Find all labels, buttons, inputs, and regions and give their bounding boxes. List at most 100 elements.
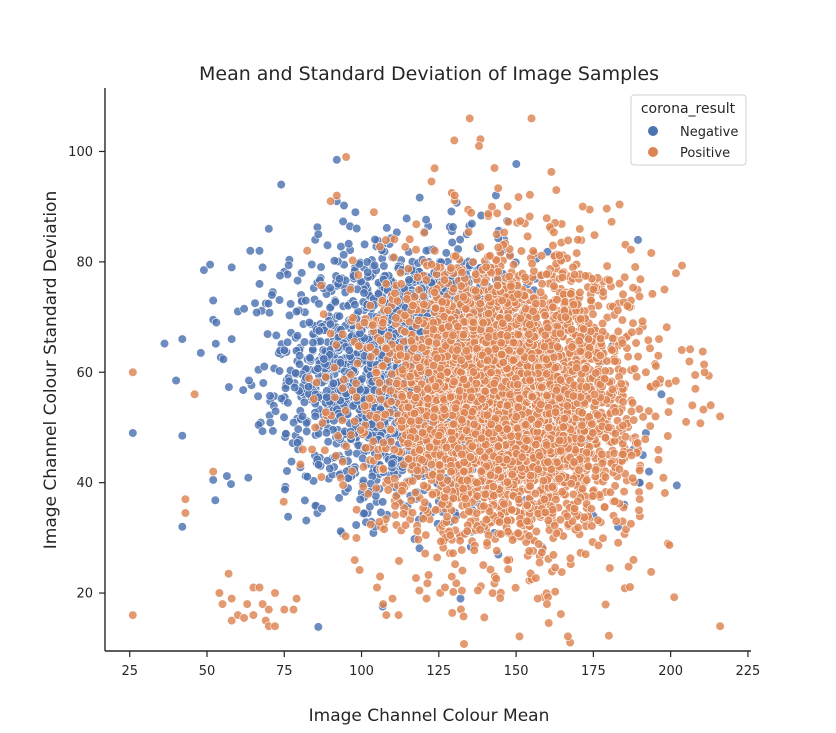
data-point-negative [323,437,333,447]
data-point-positive [623,352,633,362]
data-point-positive [604,631,614,641]
data-point-positive [466,208,476,218]
data-point-negative [253,391,263,401]
data-point-negative [322,392,332,402]
data-point-negative [295,351,305,361]
data-point-positive [613,538,623,548]
data-point-positive [414,585,425,596]
data-point-positive [421,530,431,540]
data-point-positive [468,257,478,267]
data-point-positive [352,505,362,515]
data-point-negative [415,193,425,203]
data-point-negative [250,298,260,308]
data-point-negative [305,353,315,363]
data-point-negative [325,463,335,474]
data-point-positive [637,316,648,326]
data-point-positive [510,583,521,593]
data-point-negative [291,368,301,378]
data-point-negative [196,348,206,358]
data-point-positive [537,279,547,289]
data-point-positive [338,329,348,339]
data-point-positive [350,416,360,426]
data-point-negative [208,475,218,485]
data-point-positive [492,546,502,556]
data-point-negative [301,515,311,526]
data-point-positive [582,475,592,485]
data-point-negative [402,213,412,223]
data-point-positive [418,514,428,524]
data-point-negative [350,300,360,310]
data-point-positive [358,462,369,472]
data-point-negative [314,299,324,309]
data-point-negative [171,375,181,386]
data-point-negative [317,504,327,514]
data-point-negative [308,338,318,348]
data-point-positive [389,234,400,244]
data-point-negative [279,412,289,422]
data-point-negative [274,295,285,305]
data-point-positive [549,227,559,237]
data-point-negative [254,279,265,289]
data-point-negative [334,311,345,321]
data-point-positive [613,326,623,337]
data-point-negative [265,418,275,428]
data-point-negative [421,215,431,225]
data-point-negative [378,497,388,507]
data-point-positive [614,199,625,210]
data-point-positive [339,375,349,385]
data-point-negative [177,522,187,532]
data-point-positive [479,612,489,623]
data-point-negative [316,262,326,272]
data-point-positive [408,476,418,486]
data-point-negative [322,240,333,250]
data-point-positive [424,570,434,580]
data-point-negative [276,180,286,190]
data-point-negative [263,329,273,339]
data-point-positive [522,231,533,241]
data-point-negative [304,317,314,328]
data-point-positive [383,331,394,341]
data-point-positive [420,548,430,559]
data-point-positive [550,587,560,597]
data-point-negative [282,466,292,476]
data-point-positive [653,445,664,455]
data-point-positive [312,377,322,388]
data-point-positive [422,578,433,588]
data-point-negative [294,359,305,369]
data-point-negative [275,271,285,281]
data-point-negative [218,354,228,364]
data-point-negative [208,295,218,306]
data-point-negative [177,334,187,344]
data-point-negative [332,155,342,165]
data-point-negative [441,248,451,258]
data-point-positive [338,383,348,393]
data-point-negative [328,378,339,388]
data-point-negative [344,239,354,249]
data-point-negative [350,207,361,217]
data-point-positive [319,309,329,319]
data-point-positive [463,227,474,237]
data-point-positive [358,482,368,492]
data-point-negative [264,308,275,318]
data-point-negative [283,337,293,347]
data-point-negative [314,460,324,470]
data-point-negative [467,219,477,229]
data-point-positive [346,430,356,440]
data-point-negative [258,378,268,388]
data-point-negative [633,235,643,245]
data-point-negative [355,494,365,505]
data-point-negative [177,431,187,441]
data-point-negative [382,223,392,233]
data-point-negative [307,259,317,270]
data-point-negative [672,480,682,491]
data-point-negative [267,290,277,300]
data-point-positive [515,216,525,226]
data-point-negative [268,426,278,436]
data-point-negative [205,260,215,270]
data-point-negative [276,394,287,404]
data-point-negative [297,268,307,278]
data-point-negative [299,397,310,407]
data-point-negative [243,473,253,483]
data-point-positive [625,582,635,592]
